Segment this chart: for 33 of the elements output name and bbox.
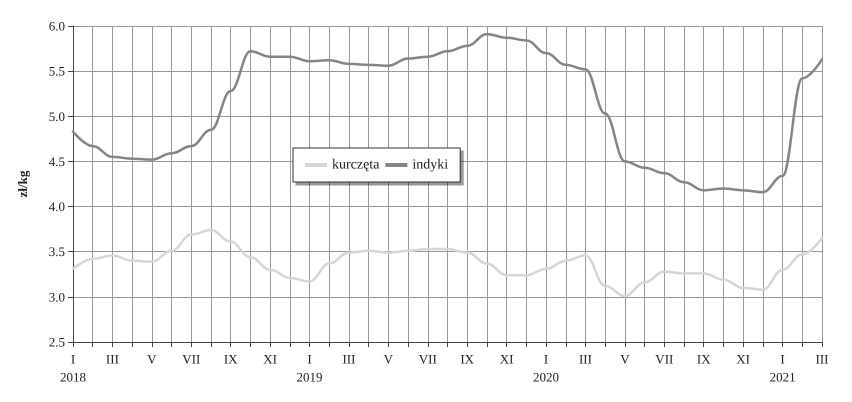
y-tick-label: 5.0 xyxy=(48,108,65,124)
y-tick-label: 4.0 xyxy=(48,199,65,214)
x-tick-label: IX xyxy=(696,352,712,366)
y-axis-title: zł/kg xyxy=(15,170,30,198)
x-tick-label: V xyxy=(620,352,630,366)
x-tick-label: III xyxy=(342,352,356,366)
y-tick-label: 3.5 xyxy=(48,244,65,260)
x-tick-label: III xyxy=(816,352,828,366)
x-tick-label: V xyxy=(384,352,394,366)
x-tick-label: IX xyxy=(224,352,238,366)
x-tick-label: XI xyxy=(263,352,277,366)
x-tick-label: I 2021 xyxy=(770,352,796,384)
x-tick-label: I 2018 xyxy=(60,352,86,384)
legend-label: indyki xyxy=(412,158,448,172)
x-tick-label: XI xyxy=(736,352,750,366)
x-tick-label: IX xyxy=(460,352,475,366)
y-tick-label: 5.5 xyxy=(48,64,65,79)
legend-label: kurczęta xyxy=(332,158,380,172)
x-tick-label: VII xyxy=(182,352,200,366)
y-tick-label: 3.0 xyxy=(48,289,65,304)
y-tick-label: 6.0 xyxy=(48,18,65,34)
line-series xyxy=(72,32,824,194)
x-tick-label: III xyxy=(578,352,592,366)
y-tick-label: 4.5 xyxy=(48,154,65,169)
x-tick-label: I 2019 xyxy=(296,352,323,384)
x-tick-label: V xyxy=(147,352,158,366)
line-series xyxy=(72,228,824,298)
x-tick-label: VII xyxy=(655,352,674,366)
x-tick-label: III xyxy=(106,352,119,366)
x-tick-label: I 2020 xyxy=(533,352,560,384)
x-tick-label: XI xyxy=(500,352,514,366)
x-tick-label: VII xyxy=(418,352,437,366)
y-tick-label: 2.5 xyxy=(48,334,65,350)
